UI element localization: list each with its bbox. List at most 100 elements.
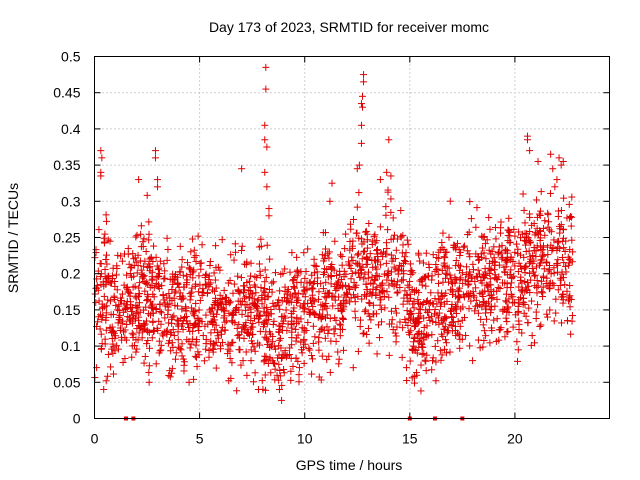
data-point <box>306 346 314 354</box>
data-point <box>210 269 218 277</box>
data-point <box>97 172 105 180</box>
data-point <box>267 369 275 377</box>
data-point <box>233 304 241 312</box>
data-point <box>477 315 485 323</box>
data-point <box>376 334 384 342</box>
data-point <box>434 289 442 297</box>
data-point <box>563 214 571 222</box>
data-point <box>533 289 541 297</box>
data-point <box>247 272 255 280</box>
data-point <box>457 274 465 282</box>
data-point <box>318 352 326 360</box>
data-point <box>481 240 489 248</box>
data-point <box>261 371 269 379</box>
data-point <box>118 257 126 265</box>
data-point <box>478 244 486 252</box>
data-point <box>379 253 387 261</box>
data-point <box>433 254 441 262</box>
data-point <box>321 334 329 342</box>
data-point <box>360 78 368 86</box>
data-point <box>356 273 364 281</box>
data-point <box>286 291 294 299</box>
data-point <box>362 280 370 288</box>
data-point <box>230 256 238 264</box>
data-point <box>229 289 237 297</box>
data-point <box>452 262 460 270</box>
data-point <box>280 365 288 373</box>
data-point <box>304 318 312 326</box>
data-point <box>566 256 574 264</box>
data-point <box>237 361 245 369</box>
data-point <box>114 345 122 353</box>
data-point <box>260 287 268 295</box>
data-point <box>270 317 278 325</box>
data-point <box>214 302 222 310</box>
data-point <box>367 316 375 324</box>
data-point <box>258 377 266 385</box>
data-point <box>456 262 464 270</box>
data-point <box>261 121 269 129</box>
data-point <box>257 242 265 250</box>
data-point <box>301 340 309 348</box>
data-point <box>503 328 511 336</box>
data-point <box>504 327 512 335</box>
data-point <box>463 263 471 271</box>
data-point <box>234 332 242 340</box>
data-point <box>555 154 563 162</box>
data-point <box>376 301 384 309</box>
data-point <box>121 355 129 363</box>
data-point <box>408 374 416 382</box>
data-point <box>132 336 140 344</box>
data-point <box>517 234 525 242</box>
data-point <box>469 260 477 268</box>
data-point <box>514 309 522 317</box>
data-point <box>244 329 252 337</box>
data-point <box>198 317 206 325</box>
data-point <box>348 270 356 278</box>
data-point <box>207 329 215 337</box>
data-point <box>137 230 145 238</box>
data-point <box>417 387 425 395</box>
data-point <box>520 309 528 317</box>
data-point <box>205 272 213 280</box>
data-point <box>218 338 226 346</box>
data-point <box>299 343 307 351</box>
data-point <box>441 345 449 353</box>
data-point <box>152 360 160 368</box>
data-point <box>446 348 454 356</box>
data-point <box>550 236 558 244</box>
data-point <box>119 290 127 298</box>
data-point <box>387 208 395 216</box>
data-point <box>132 258 140 266</box>
data-point <box>378 318 386 326</box>
data-point <box>277 270 285 278</box>
data-point <box>161 274 169 282</box>
data-point <box>392 246 400 254</box>
data-point <box>195 351 203 359</box>
data-point <box>309 355 317 363</box>
data-point <box>146 264 154 272</box>
data-point <box>441 254 449 262</box>
data-point <box>240 323 248 331</box>
data-point <box>236 297 244 305</box>
data-point <box>407 260 415 268</box>
y-tick-label: 0.2 <box>61 266 81 282</box>
data-point <box>174 302 182 310</box>
data-point <box>565 261 573 269</box>
data-point <box>350 279 358 287</box>
data-point <box>238 246 246 254</box>
data-point <box>420 323 428 331</box>
data-point <box>305 306 313 314</box>
data-point <box>358 240 366 248</box>
data-point <box>357 100 365 108</box>
data-point <box>149 309 157 317</box>
data-point <box>265 315 273 323</box>
data-point <box>454 294 462 302</box>
data-point <box>193 336 201 344</box>
data-point <box>156 270 164 278</box>
data-point <box>97 147 105 155</box>
data-point <box>384 269 392 277</box>
data-point <box>340 346 348 354</box>
data-point <box>344 290 352 298</box>
